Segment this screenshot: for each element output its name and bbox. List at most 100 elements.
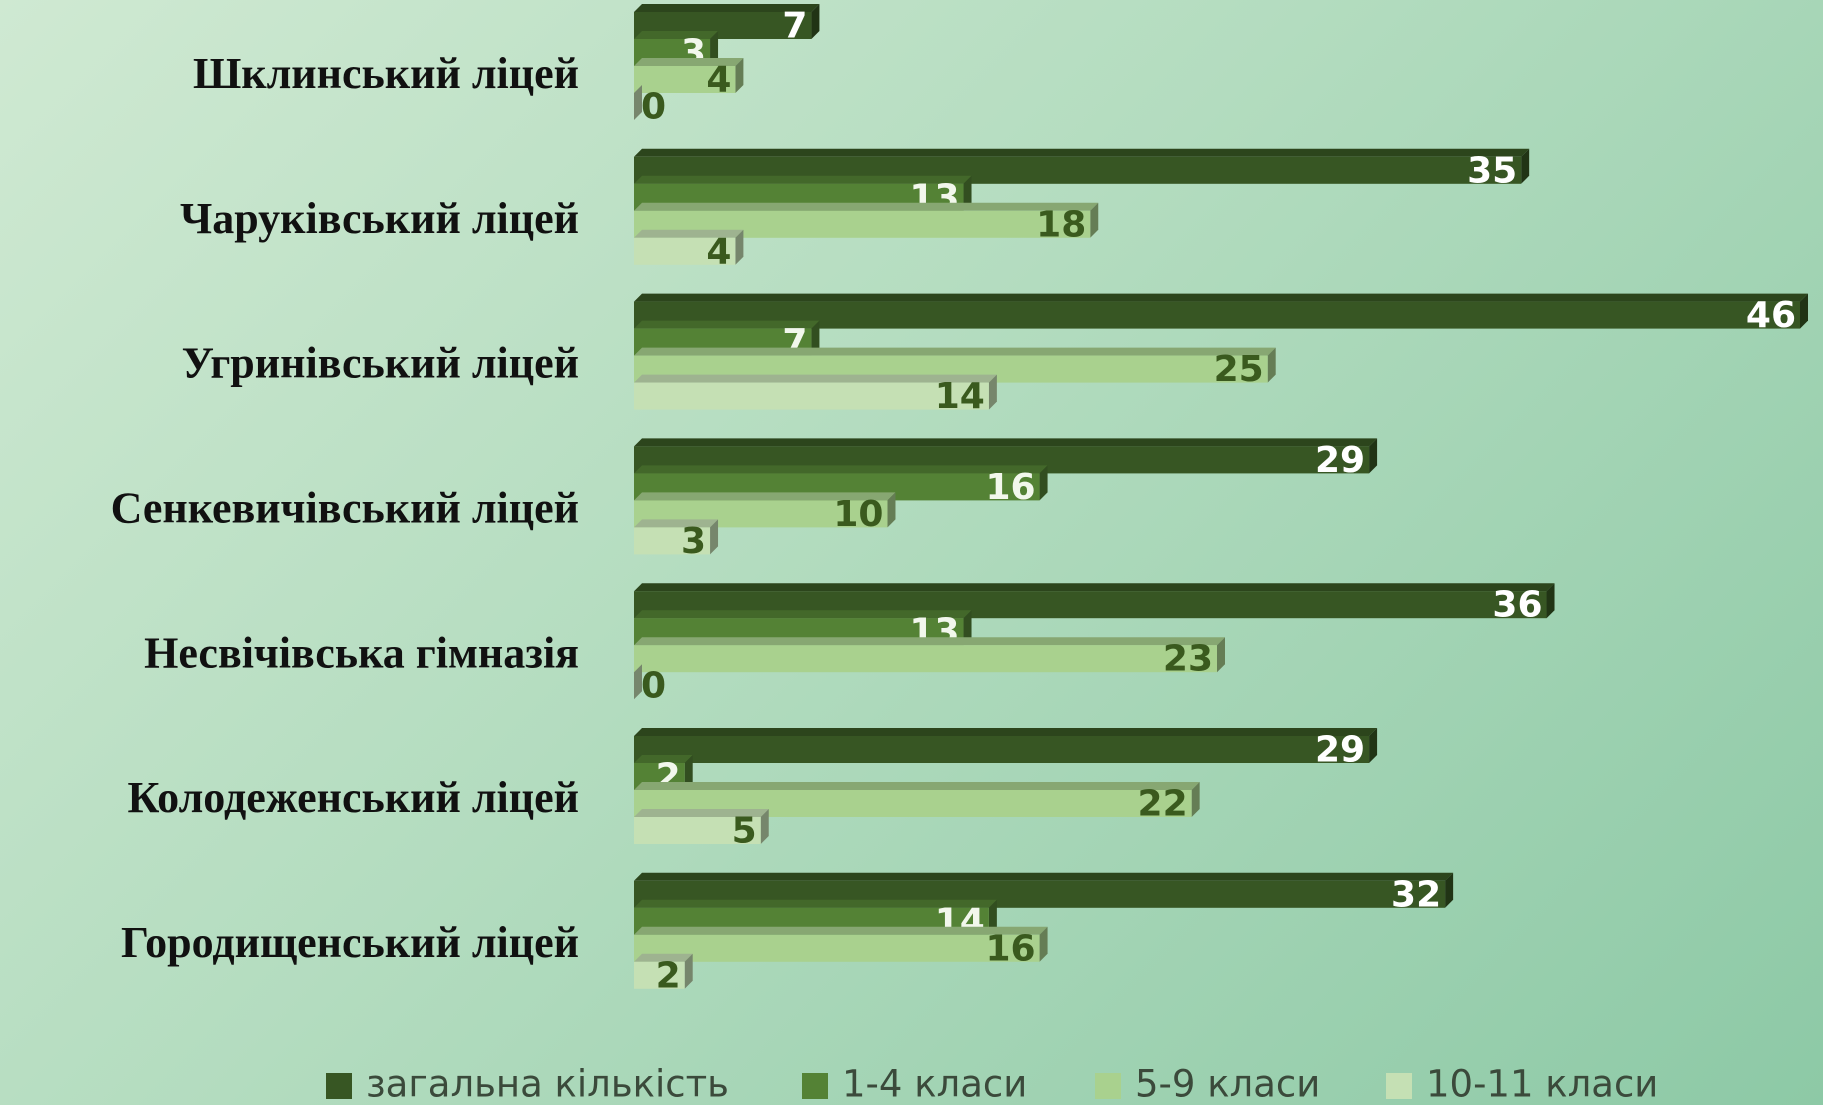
bar-top xyxy=(634,492,896,501)
bar-top xyxy=(634,320,820,329)
value-label: 4 xyxy=(706,60,731,101)
value-label: 32 xyxy=(1391,874,1441,915)
legend-swatch xyxy=(326,1073,352,1099)
bar-top xyxy=(634,872,1454,881)
value-label: 16 xyxy=(985,467,1035,508)
bar-top xyxy=(634,519,719,528)
bar-top xyxy=(634,202,1099,211)
bar-top xyxy=(634,175,972,184)
bar-side xyxy=(760,809,769,844)
bar-side xyxy=(1369,728,1378,763)
bar-side xyxy=(634,85,642,120)
value-label: 25 xyxy=(1214,349,1264,390)
category-label: Шклинський ліцей xyxy=(193,49,579,98)
value-label: 4 xyxy=(706,231,731,272)
bar-top xyxy=(634,58,744,66)
value-label: 46 xyxy=(1746,295,1796,336)
bar-side xyxy=(735,229,744,265)
bar-top xyxy=(634,728,1378,736)
bar xyxy=(634,736,1370,763)
bar-top xyxy=(634,465,1048,474)
bar-top xyxy=(634,610,972,619)
legend-label: 1-4 класи xyxy=(842,1063,1027,1105)
value-label: 14 xyxy=(935,376,985,417)
bar-side xyxy=(988,374,997,410)
bar xyxy=(634,382,989,410)
bar xyxy=(634,817,761,844)
bar-side xyxy=(811,320,820,356)
value-label: 22 xyxy=(1138,784,1188,825)
value-label: 0 xyxy=(641,87,666,128)
bar xyxy=(634,645,1217,673)
legend-label: 5-9 класи xyxy=(1135,1063,1320,1105)
value-label: 10 xyxy=(833,494,883,535)
bar-side xyxy=(1546,583,1555,619)
value-label: 36 xyxy=(1492,585,1542,626)
value-label: 18 xyxy=(1036,204,1086,245)
bar-side xyxy=(1039,926,1048,962)
bar-top xyxy=(634,899,997,908)
bar-top xyxy=(634,755,693,763)
legend-swatch xyxy=(1095,1073,1121,1099)
bar xyxy=(634,934,1040,962)
bar-side xyxy=(1090,202,1099,238)
bar-side xyxy=(1800,293,1808,329)
bar-top xyxy=(634,583,1555,592)
category-label: Чаруківський ліцей xyxy=(180,194,579,243)
category-label: Угринівський ліцей xyxy=(182,339,579,388)
legend-swatch xyxy=(802,1073,828,1099)
value-label: 29 xyxy=(1315,440,1365,481)
value-label: 5 xyxy=(732,811,757,852)
bar-side xyxy=(1039,465,1048,501)
bar-side xyxy=(710,31,719,66)
bar xyxy=(634,527,711,555)
bar-top xyxy=(634,31,719,39)
category-label: Сенкевичівський ліцей xyxy=(111,483,579,532)
bar-top xyxy=(634,148,1530,157)
bar xyxy=(634,66,736,93)
legend-label: 10-11 класи xyxy=(1426,1063,1658,1105)
bar-side xyxy=(684,953,693,989)
category-label: Несвічівська гімназія xyxy=(144,628,579,677)
value-label: 2 xyxy=(656,955,681,996)
bar-side xyxy=(811,4,820,39)
bar-top xyxy=(634,782,1200,790)
value-label: 3 xyxy=(681,521,706,562)
bar-side xyxy=(1369,438,1378,474)
bar-side xyxy=(634,664,642,700)
bar-top xyxy=(634,438,1378,447)
legend-label: загальна кількість xyxy=(366,1063,729,1105)
bar-top xyxy=(634,926,1048,935)
bar-top xyxy=(634,953,693,962)
value-label: 7 xyxy=(782,6,807,47)
bar-top xyxy=(634,809,769,817)
value-label: 16 xyxy=(985,928,1035,969)
bar-top xyxy=(634,4,820,12)
bar-side xyxy=(1217,637,1225,673)
bar-side xyxy=(1445,872,1454,908)
bar-side xyxy=(988,899,997,935)
bar-top xyxy=(634,229,744,238)
category-label: Городищенський ліцей xyxy=(121,918,579,967)
bar-side xyxy=(963,175,972,211)
bar-side xyxy=(710,519,719,555)
value-label: 0 xyxy=(641,666,666,707)
bar-top xyxy=(634,347,1276,356)
value-label: 29 xyxy=(1315,730,1365,771)
bar-top xyxy=(634,637,1225,646)
value-label: 35 xyxy=(1467,150,1517,191)
value-label: 23 xyxy=(1163,639,1213,680)
bar-side xyxy=(684,755,693,790)
bar-side xyxy=(963,610,972,646)
bar-side xyxy=(1521,148,1530,184)
bar-side xyxy=(735,58,744,93)
bar xyxy=(634,301,1800,329)
bar xyxy=(634,237,736,265)
legend-swatch xyxy=(1386,1073,1412,1099)
bar-top xyxy=(634,374,997,383)
bar xyxy=(634,961,685,989)
category-label: Колодеженський ліцей xyxy=(127,773,579,822)
bar-side xyxy=(887,492,896,528)
